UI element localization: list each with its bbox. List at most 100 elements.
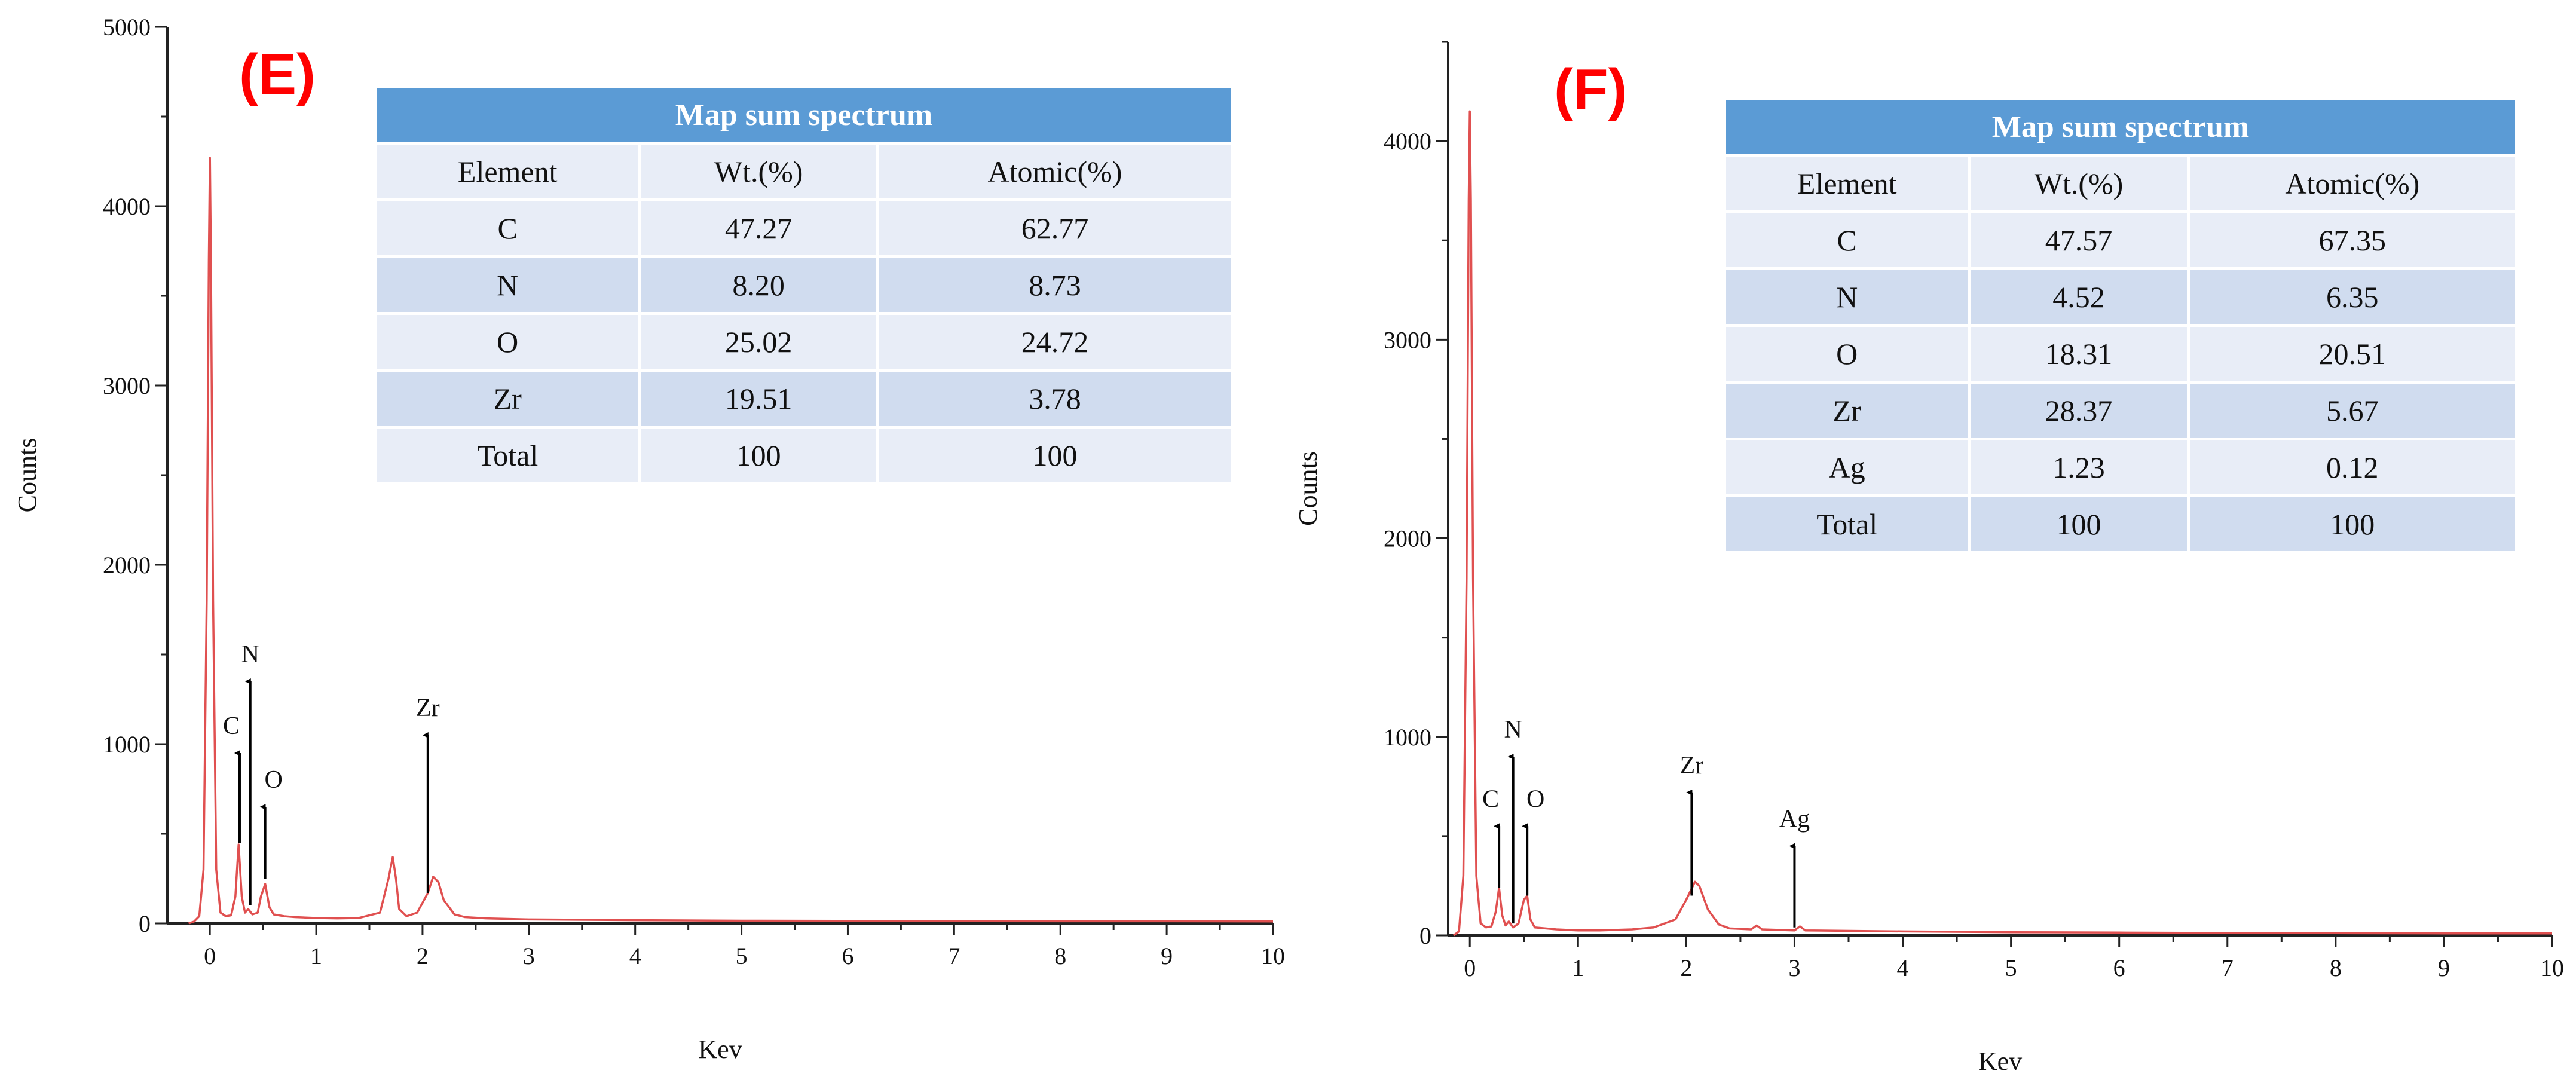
table-cell: 47.57 [1971,213,2187,267]
table-title: Map sum spectrum [377,88,1231,142]
table-row: O 25.02 24.72 [377,315,1231,369]
table-cell: O [1726,327,1968,381]
x-tick-label-f: 9 [2438,955,2450,981]
header-cell: Element [1726,157,1968,210]
x-tick-label-f: 2 [1680,955,1692,981]
header-cell: Atomic(%) [2189,157,2515,210]
table-cell: O [377,315,639,369]
table-row: O 18.31 20.51 [1726,327,2515,381]
y-tick-label-e: 5000 [103,14,151,41]
table-row: Total 100 100 [1726,497,2515,551]
table-cell: 19.51 [641,372,876,426]
y-tick-label-e: 2000 [103,552,151,579]
peak-label-c-e: C [223,712,240,740]
table-cell: Zr [377,372,639,426]
x-tick-label-f: 4 [1897,955,1909,981]
y-tick-label-f: 3000 [1384,326,1431,353]
x-tick-label-f: 7 [2222,955,2234,981]
x-tick-label-f: 6 [2113,955,2125,981]
table-cell: 1.23 [1971,440,2187,494]
x-tick-label-f: 8 [2330,955,2342,981]
table-header-row: Element Wt.(%) Atomic(%) [377,145,1231,198]
x-tick-label-f: 10 [2540,955,2564,981]
table-cell: 47.27 [641,201,876,255]
table-row: Zr 19.51 3.78 [377,372,1231,426]
x-tick-label-f: 1 [1572,955,1584,981]
panel-label-f: (F) [1554,57,1627,121]
x-tick-label-e: 4 [629,943,641,969]
composition-table-f: Map sum spectrum Element Wt.(%) Atomic(%… [1723,97,2518,554]
table-cell: Total [377,429,639,482]
x-tick-label-f: 5 [2005,955,2017,981]
x-tick-label-e: 10 [1261,943,1285,969]
table-cell: C [1726,213,1968,267]
table-cell: 100 [2189,497,2515,551]
table-cell: 8.73 [878,258,1231,312]
peak-label-n-f: N [1504,716,1522,744]
table-cell: C [377,201,639,255]
composition-table-e: Map sum spectrum Element Wt.(%) Atomic(%… [374,85,1234,485]
peak-label-ag-f: Ag [1779,806,1810,833]
x-tick-label-e: 5 [736,943,748,969]
table-row: N 4.52 6.35 [1726,270,2515,324]
header-cell: Wt.(%) [1971,157,2187,210]
table-cell: 100 [1971,497,2187,551]
table-row: N 8.20 8.73 [377,258,1231,312]
y-tick-label-f: 1000 [1384,724,1431,751]
panel-label-e: (E) [239,42,316,106]
y-axis-label-e: Counts [13,438,42,513]
header-cell: Element [377,145,639,198]
table-cell: 4.52 [1971,270,2187,324]
y-tick-label-e: 3000 [103,372,151,399]
table-cell: 100 [641,429,876,482]
x-tick-label-e: 3 [523,943,535,969]
peak-label-o-f: O [1526,785,1544,813]
table-cell: 24.72 [878,315,1231,369]
table-row: C 47.27 62.77 [377,201,1231,255]
table-cell: 25.02 [641,315,876,369]
table-row: C 47.57 67.35 [1726,213,2515,267]
table-header-row: Element Wt.(%) Atomic(%) [1726,157,2515,210]
table-title: Map sum spectrum [1726,100,2515,154]
table-cell: 8.20 [641,258,876,312]
header-cell: Atomic(%) [878,145,1231,198]
y-tick-label-e: 4000 [103,193,151,220]
table-cell: 3.78 [878,372,1231,426]
peak-label-o-e: O [264,766,282,794]
x-axis-label-f: Kev [1978,1047,2022,1076]
y-tick-label-f: 0 [1419,922,1431,949]
table-cell: 18.31 [1971,327,2187,381]
table-row: Ag 1.23 0.12 [1726,440,2515,494]
x-axis-label-e: Kev [698,1035,742,1064]
x-tick-label-e: 8 [1054,943,1066,969]
y-tick-label-e: 1000 [103,731,151,758]
table-cell: N [377,258,639,312]
x-tick-label-e: 9 [1161,943,1173,969]
table-cell: 0.12 [2189,440,2515,494]
x-tick-label-e: 6 [842,943,853,969]
peak-label-zr-e: Zr [416,695,440,722]
peak-label-n-e: N [241,641,259,668]
table-cell: 20.51 [2189,327,2515,381]
y-axis-label-f: Counts [1293,451,1323,526]
spectrum-line-e [188,157,1274,925]
peak-label-zr-f: Zr [1680,752,1704,779]
header-cell: Wt.(%) [641,145,876,198]
x-tick-label-e: 2 [417,943,429,969]
x-tick-label-e: 0 [204,943,216,969]
table-cell: Zr [1726,384,1968,438]
peak-label-c-f: C [1482,785,1499,813]
x-tick-label-e: 1 [310,943,322,969]
table-cell: 6.35 [2189,270,2515,324]
y-tick-label-e: 0 [139,910,151,937]
spectrum-line-f [1453,110,2552,937]
table-cell: 67.35 [2189,213,2515,267]
table-cell: Total [1726,497,1968,551]
table-cell: 5.67 [2189,384,2515,438]
table-cell: Ag [1726,440,1968,494]
table-cell: 100 [878,429,1231,482]
table-cell: 28.37 [1971,384,2187,438]
y-tick-label-f: 4000 [1384,128,1431,155]
